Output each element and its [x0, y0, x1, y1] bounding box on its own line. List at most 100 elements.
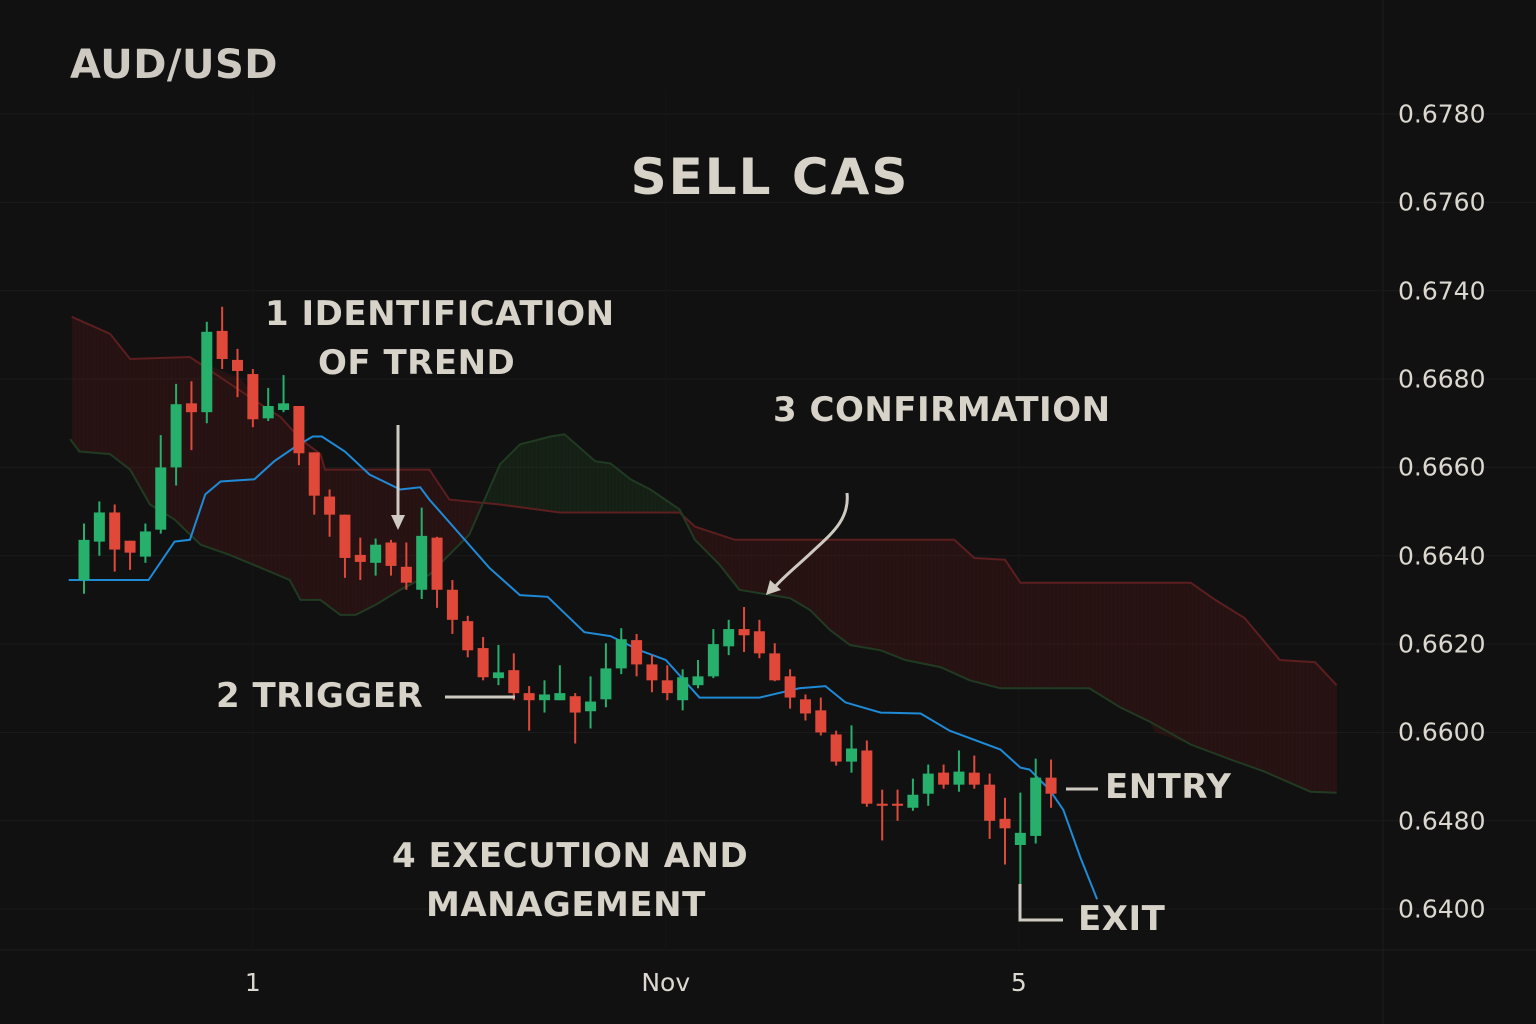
candle-body: [815, 710, 827, 733]
candle: [339, 514, 351, 578]
ichimoku-cloud: [71, 316, 1338, 793]
cloud-fill-segment: [1249, 624, 1255, 768]
cloud-fill-segment: [566, 436, 572, 513]
cloud-fill-segment: [505, 455, 510, 506]
cloud-fill-segment: [766, 539, 771, 595]
cloud-fill-segment: [701, 528, 706, 550]
cloud-fill-segment: [1107, 582, 1113, 703]
candle-body: [677, 677, 689, 701]
candle: [999, 797, 1011, 865]
cloud-fill-segment: [904, 539, 909, 661]
cloud-fill-segment: [1153, 582, 1159, 734]
cloud-fill-segment: [463, 500, 468, 541]
cloud-fill-segment: [539, 438, 545, 511]
cloud-fill-segment: [585, 453, 591, 513]
cloud-fill-segment: [1127, 582, 1132, 713]
cloud-fill-segment: [225, 372, 230, 555]
cloud-fill-segment: [1157, 582, 1163, 735]
cloud-fill-segment: [286, 423, 291, 582]
cloud-fill-segment: [144, 358, 149, 502]
cloud-fill-segment: [877, 539, 882, 651]
cloud-fill-segment: [90, 325, 96, 453]
candle-body: [907, 794, 919, 808]
cloud-fill-segment: [835, 539, 840, 637]
cloud-fill-segment: [1119, 582, 1124, 709]
cloud-fill-segment: [969, 553, 975, 682]
cloud-fill-segment: [1031, 582, 1036, 689]
cloud-fill-segment: [662, 497, 668, 513]
cloud-fill-segment: [639, 484, 645, 513]
cloud-fill-segment: [75, 318, 80, 452]
candle-body: [861, 750, 873, 804]
cloud-fill-segment: [71, 316, 77, 447]
y-tick-label: 0.6740: [1398, 276, 1486, 306]
cloud-fill-segment: [386, 469, 391, 599]
candle-body: [938, 772, 950, 785]
confirmation-arrowhead: [766, 580, 781, 595]
candle: [508, 653, 520, 701]
candle: [446, 580, 458, 634]
cloud-fill-segment: [973, 557, 978, 683]
candle: [938, 764, 950, 789]
candle: [1030, 758, 1042, 844]
cloud-fill-segment: [938, 539, 944, 669]
cloud-fill-segment: [1288, 660, 1293, 784]
candle-body: [922, 773, 934, 794]
cloud-fill-segment: [501, 458, 506, 506]
cloud-fill-segment: [1211, 597, 1216, 754]
cloud-fill-segment: [900, 539, 905, 660]
candle: [155, 435, 167, 534]
cloud-fill-segment: [351, 469, 357, 615]
cloud-fill-segment: [981, 558, 986, 685]
cloud-fill-segment: [490, 478, 495, 504]
cloud-fill-segment: [509, 451, 514, 507]
cloud-fill-segment: [946, 539, 952, 672]
cloud-fill-segment: [896, 539, 902, 659]
candle: [907, 778, 919, 811]
candle-body: [523, 693, 535, 701]
candle-body: [139, 531, 151, 557]
cloud-fill-segment: [129, 358, 134, 475]
cloud-fill-segment: [1226, 607, 1232, 760]
cloud-fill-segment: [1054, 582, 1059, 689]
candle: [554, 665, 566, 701]
y-tick-label: 0.6480: [1398, 806, 1486, 836]
y-tick-label: 0.6760: [1398, 187, 1486, 217]
symbol-title: AUD/USD: [70, 42, 279, 88]
cloud-fill-segment: [1084, 582, 1090, 689]
y-tick-label: 0.6640: [1398, 541, 1486, 571]
cloud-fill-segment: [332, 469, 338, 613]
candle: [753, 619, 765, 659]
cloud-fill-segment: [800, 539, 806, 607]
candle-body: [109, 512, 121, 550]
candle: [968, 755, 980, 789]
candle-body: [646, 664, 658, 681]
y-tick-label: 0.6680: [1398, 364, 1486, 394]
cloud-fill-segment: [631, 480, 637, 513]
cloud-fill-segment: [1169, 582, 1174, 739]
candle: [293, 405, 305, 466]
cloud-fill-segment: [1219, 602, 1224, 757]
cloud-fill-segment: [1196, 586, 1201, 748]
candle: [861, 740, 873, 807]
cloud-fill-segment: [697, 527, 702, 547]
cloud-fill-segment: [1188, 582, 1193, 746]
candle: [201, 321, 213, 424]
candle-body: [232, 359, 243, 371]
cloud-fill-segment: [1046, 582, 1051, 689]
candle-body: [508, 670, 520, 694]
cloud-fill-segment: [1150, 582, 1155, 731]
cloud-fill-segment: [1222, 604, 1228, 759]
cloud-fill-segment: [1042, 582, 1047, 689]
candle-body: [692, 676, 704, 686]
candle: [232, 348, 243, 398]
cloud-fill-segment: [148, 358, 153, 506]
cloud-fill-segment: [1234, 611, 1239, 763]
cloud-fill-segment: [804, 539, 810, 610]
cloud-fill-segment: [793, 539, 798, 603]
cloud-fill-segment: [1027, 582, 1032, 689]
cloud-fill-segment: [213, 367, 219, 551]
candle: [170, 383, 182, 486]
cloud-fill-segment: [758, 539, 763, 594]
cloud-fill-segment: [486, 487, 491, 504]
